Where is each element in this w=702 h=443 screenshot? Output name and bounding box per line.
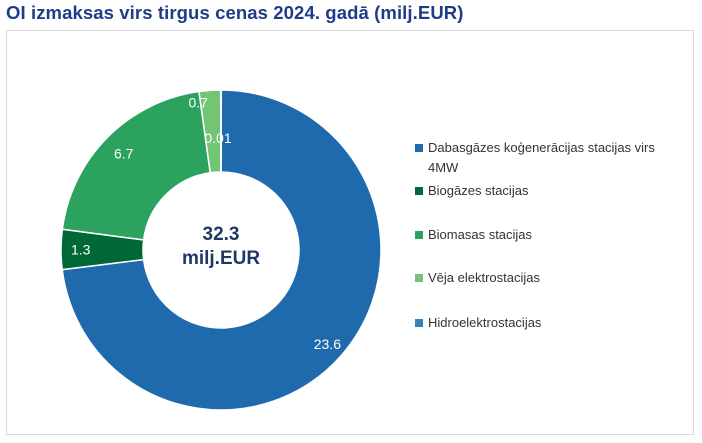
legend-label: Vēja elektrostacijas [428, 270, 540, 285]
slice-labels: 23.6 1.3 6.7 0.7 0.01 [71, 94, 341, 352]
slice-label-2: 6.7 [114, 145, 134, 161]
legend-swatch [415, 319, 423, 327]
donut-slice-2 [61, 90, 212, 241]
donut-slice-4 [219, 89, 223, 173]
chart-title: OI izmaksas virs tirgus cenas 2024. gadā… [6, 2, 464, 23]
slice-label-3: 0.7 [188, 94, 208, 110]
center-total-unit: milj.EUR [182, 248, 260, 269]
donut-slice-0 [61, 89, 382, 411]
legend-swatch [415, 231, 423, 239]
legend-swatch [415, 274, 423, 282]
legend-label: Hidroelektrostacijas [428, 315, 542, 330]
center-total-value: 32.3 [203, 224, 240, 245]
legend-item-wind: Vēja elektrostacijas [415, 268, 685, 288]
legend-item-hydro: Hidroelektrostacijas [415, 313, 685, 333]
legend-item-natural-gas-cogeneration: Dabasgāzes koģenerācijas stacijas virs 4… [415, 138, 685, 178]
slice-label-4: 0.01 [204, 130, 231, 146]
donut-slices [60, 89, 382, 411]
slice-label-1: 1.3 [71, 242, 91, 258]
legend-swatch [415, 187, 423, 195]
legend-label: Biogāzes stacijas [428, 183, 529, 198]
legend-item-biomass: Biomasas stacijas [415, 225, 685, 245]
legend-item-biogas: Biogāzes stacijas [415, 181, 685, 201]
slice-label-0: 23.6 [314, 336, 341, 352]
legend-swatch [415, 144, 423, 152]
legend-label: Biomasas stacijas [428, 227, 533, 242]
legend-label: Dabasgāzes koģenerācijas stacijas virs 4… [428, 140, 655, 175]
